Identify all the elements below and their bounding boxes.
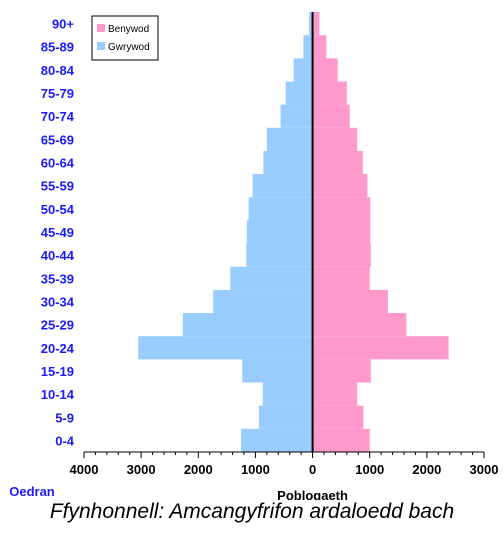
age-label: 85-89 — [41, 40, 74, 55]
female-bar-15-19 — [312, 359, 371, 383]
age-label: 80-84 — [41, 63, 75, 78]
age-label: 65-69 — [41, 132, 74, 147]
source-caption: Ffynhonnell: Amcangyfrifon ardaloedd bac… — [49, 500, 455, 523]
x-tick-label: 4000 — [70, 462, 99, 477]
female-bar-60-64 — [312, 150, 363, 175]
male-bar-90+ — [309, 12, 313, 36]
x-tick-label: 1000 — [355, 462, 384, 477]
x-tick-label: 2000 — [184, 462, 213, 477]
male-bar-35-39 — [230, 266, 313, 290]
age-label: 90+ — [52, 17, 74, 32]
female-bar-5-9 — [312, 405, 364, 429]
age-label: 20-24 — [41, 341, 75, 356]
male-bar-25-29 — [182, 313, 313, 337]
female-bar-45-49 — [312, 220, 371, 244]
age-label: 0-4 — [55, 433, 75, 448]
legend-label: Benywod — [108, 24, 149, 35]
male-bar-50-54 — [248, 197, 313, 221]
x-axis-label: Poblogaeth — [277, 488, 348, 500]
legend-label: Gwrywod — [108, 42, 150, 53]
age-label: 70-74 — [41, 109, 75, 124]
y-axis-label: Oedran — [9, 484, 55, 499]
age-label: 50-54 — [41, 202, 75, 217]
male-bar-45-49 — [246, 220, 313, 244]
male-bar-30-34 — [213, 289, 313, 314]
age-label: 15-19 — [41, 364, 74, 379]
male-bar-10-14 — [262, 382, 313, 406]
female-bar-40-44 — [312, 243, 371, 267]
female-bar-55-59 — [312, 174, 368, 198]
female-bar-25-29 — [312, 313, 407, 337]
female-bar-75-79 — [312, 81, 347, 105]
age-label: 25-29 — [41, 318, 74, 333]
female-bar-70-74 — [312, 104, 350, 128]
x-tick-label: 1000 — [241, 462, 270, 477]
male-bar-65-69 — [266, 127, 313, 151]
age-label: 30-34 — [41, 294, 75, 309]
legend-box — [91, 15, 159, 61]
age-group-labels: 0-4 5-9 10-14 15-19 20-24 25-29 30-34 35-39 40-4… — [41, 17, 75, 449]
age-label: 75-79 — [41, 86, 74, 101]
male-bar-15-19 — [242, 359, 313, 383]
female-bar-10-14 — [312, 382, 358, 406]
x-tick-label: 2000 — [412, 462, 441, 477]
age-label: 35-39 — [41, 271, 74, 286]
female-bar-90+ — [312, 12, 320, 36]
male-bar-0-4 — [241, 428, 313, 452]
age-label: 45-49 — [41, 225, 74, 240]
age-label: 10-14 — [41, 387, 75, 402]
female-bar-50-54 — [312, 197, 371, 221]
age-label: 5-9 — [55, 410, 74, 425]
x-tick-label: 3000 — [470, 462, 499, 477]
female-bar-20-24 — [312, 336, 449, 360]
male-bar-75-79 — [285, 81, 313, 105]
male-bars — [138, 12, 313, 452]
age-label: 55-59 — [41, 179, 74, 194]
female-bar-80-84 — [312, 58, 338, 82]
x-tick-label: 3000 — [127, 462, 156, 477]
female-bar-35-39 — [312, 266, 370, 290]
male-bar-55-59 — [252, 174, 313, 198]
age-label: 40-44 — [41, 248, 75, 263]
male-bar-40-44 — [246, 243, 313, 267]
chart-svg: 4000 3000 2000 1000 0 1000 2000 3000 0-4 5-9 10-1… — [9, 12, 499, 500]
female-bar-65-69 — [312, 127, 358, 151]
female-bar-85-89 — [312, 35, 327, 59]
female-bar-30-34 — [312, 289, 388, 314]
female-bar-0-4 — [312, 428, 370, 452]
male-bar-70-74 — [280, 104, 313, 128]
male-bar-85-89 — [303, 35, 313, 59]
male-bar-20-24 — [138, 336, 313, 360]
legend-swatch — [97, 24, 105, 32]
male-bar-5-9 — [258, 405, 313, 429]
legend: Benywod Gwrywod — [91, 15, 159, 61]
x-tick-label: 0 — [309, 462, 316, 477]
male-bar-60-64 — [263, 150, 313, 175]
male-bar-80-84 — [293, 58, 313, 82]
x-ticks: 4000 3000 2000 1000 0 1000 2000 3000 — [70, 452, 499, 477]
age-label: 60-64 — [41, 156, 75, 171]
legend-swatch — [97, 42, 105, 50]
female-bars — [312, 12, 449, 452]
